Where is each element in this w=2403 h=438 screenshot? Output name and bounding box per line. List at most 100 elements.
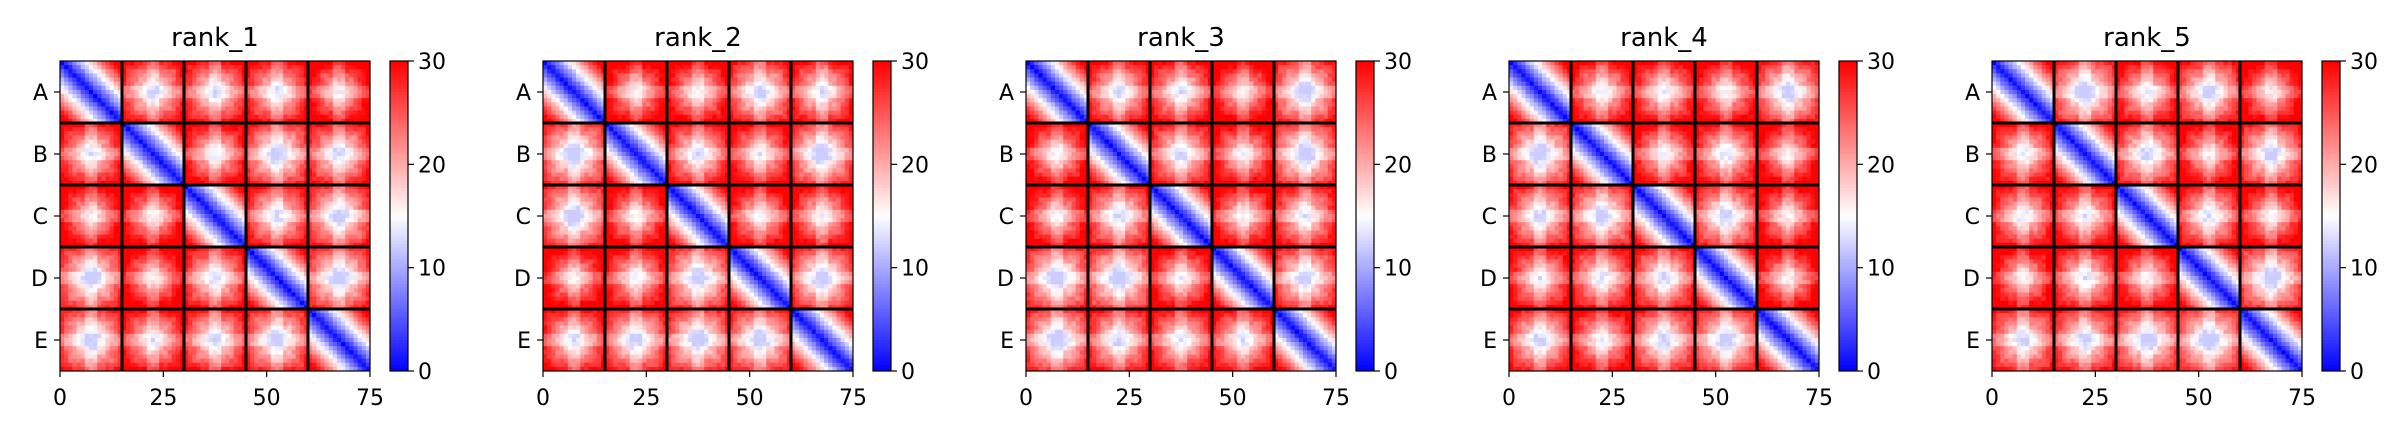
heatmap-cell [159,206,163,210]
heatmap-cell [105,189,109,193]
heatmap-cell [60,301,64,305]
heatmap-cell [234,202,238,206]
heatmap-cell [143,144,147,148]
heatmap-cell [312,90,316,94]
heatmap-cell [167,214,171,218]
heatmap-cell [72,127,76,131]
heatmap-cell [300,73,304,77]
heatmap-cell [221,214,225,218]
heatmap-cell [172,127,176,131]
heatmap-cell [85,177,89,181]
heatmap-cell [176,160,180,164]
heatmap-cell [358,140,362,144]
heatmap-cell [341,214,345,218]
heatmap-cell [287,239,291,243]
heatmap-cell [250,301,254,305]
heatmap-cell [275,214,279,218]
heatmap-cell [201,164,205,168]
heatmap-cell [291,177,295,181]
heatmap-cell [296,73,300,77]
heatmap-cell [217,160,221,164]
heatmap-cell [101,135,105,139]
heatmap-cell [196,61,200,65]
heatmap-cell [176,321,180,325]
heatmap-cell [291,272,295,276]
heatmap-cell [275,235,279,239]
heatmap-cell [147,326,151,330]
heatmap-cell [64,206,68,210]
heatmap-cell [101,127,105,131]
heatmap-cell [316,214,320,218]
heatmap-cell [72,144,76,148]
heatmap-cell [60,230,64,234]
heatmap-cell [101,288,105,292]
heatmap-cell [188,86,192,90]
heatmap-cell [155,313,159,317]
heatmap-cell [97,189,101,193]
heatmap-cell [188,210,192,214]
heatmap-cell [159,259,163,263]
heatmap-cell [81,284,85,288]
heatmap-cell [93,115,97,119]
heatmap-cell [159,226,163,230]
heatmap-cell [147,102,151,106]
heatmap-cell [238,235,242,239]
heatmap-cell [250,140,254,144]
heatmap-cell [358,61,362,65]
heatmap-cell [205,301,209,305]
heatmap-cell [345,326,349,330]
heatmap-cell [362,65,366,69]
heatmap-cell [217,230,221,234]
heatmap-cell [283,193,287,197]
heatmap-cell [329,297,333,301]
heatmap-cell [188,297,192,301]
heatmap-cell [81,135,85,139]
heatmap-cell [64,156,68,160]
heatmap-cell [205,140,209,144]
heatmap-cell [296,259,300,263]
heatmap-cell [358,177,362,181]
heatmap-cell [101,94,105,98]
heatmap-cell [201,264,205,268]
heatmap-cell [358,115,362,119]
heatmap-cell [358,189,362,193]
heatmap-cell [196,330,200,334]
heatmap-cell [271,69,275,73]
heatmap-cell [89,61,93,65]
heatmap-cell [283,156,287,160]
heatmap-cell [89,264,93,268]
heatmap-cell [333,78,337,82]
heatmap-cell [296,152,300,156]
heatmap-cell [172,292,176,296]
heatmap-cell [229,65,233,69]
heatmap-cell [300,202,304,206]
heatmap-cell [114,301,118,305]
heatmap-cell [201,301,205,305]
heatmap-cell [72,152,76,156]
heatmap-cell [72,102,76,106]
heatmap-cell [238,94,242,98]
heatmap-cell [250,111,254,115]
heatmap-cell [134,115,138,119]
heatmap-cell [234,259,238,263]
heatmap-cell [213,334,217,338]
heatmap-cell [110,276,114,280]
heatmap-cell [300,326,304,330]
heatmap-cell [283,255,287,259]
heatmap-cell [353,222,357,226]
heatmap-cell [85,140,89,144]
heatmap-cell [209,259,213,263]
heatmap-cell [349,193,353,197]
heatmap-cell [217,313,221,317]
heatmap-cell [130,135,134,139]
heatmap-cell [176,177,180,181]
heatmap-cell [130,268,134,272]
heatmap-cell [105,202,109,206]
heatmap-cell [126,156,130,160]
heatmap-cell [159,131,163,135]
heatmap-cell [296,230,300,234]
heatmap-cell [254,268,258,272]
heatmap-cell [353,65,357,69]
heatmap-cell [209,321,213,325]
heatmap-cell [176,214,180,218]
